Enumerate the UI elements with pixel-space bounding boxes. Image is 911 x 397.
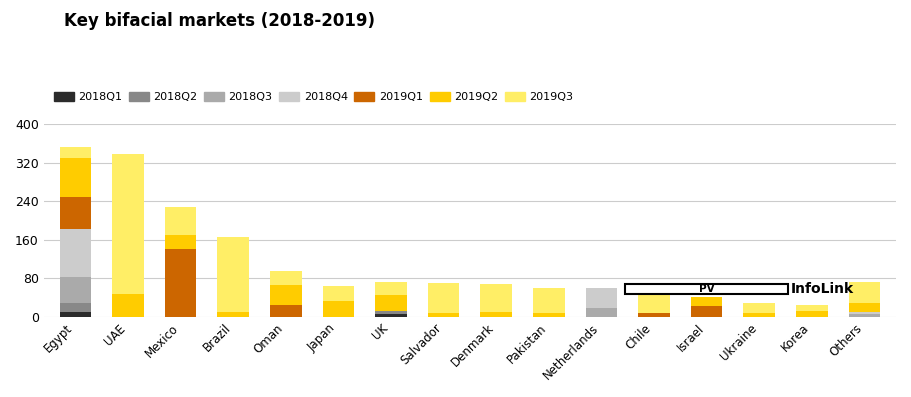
Bar	[270, 271, 302, 285]
Bar	[322, 301, 354, 317]
Bar	[533, 288, 565, 313]
Bar	[270, 305, 302, 317]
Bar	[270, 285, 302, 305]
Bar	[59, 277, 91, 303]
Bar	[743, 313, 775, 317]
Bar	[796, 311, 827, 317]
Bar	[480, 284, 512, 312]
Bar	[480, 312, 512, 317]
Bar	[59, 312, 91, 317]
Bar	[849, 282, 880, 303]
Bar	[218, 312, 249, 317]
Bar	[743, 303, 775, 313]
Bar	[428, 313, 459, 317]
Legend: 2018Q1, 2018Q2, 2018Q3, 2018Q4, 2019Q1, 2019Q2, 2019Q3: 2018Q1, 2018Q2, 2018Q3, 2018Q4, 2019Q1, …	[49, 87, 578, 107]
Bar	[375, 282, 406, 295]
Bar	[165, 249, 196, 317]
Bar	[59, 158, 91, 197]
Bar	[849, 314, 880, 317]
Bar	[375, 314, 406, 317]
Bar	[59, 197, 91, 229]
Bar	[691, 297, 722, 306]
Bar	[112, 294, 144, 317]
Text: InfoLink: InfoLink	[791, 282, 854, 296]
Bar	[375, 295, 406, 310]
Bar	[533, 313, 565, 317]
Bar	[218, 237, 249, 312]
FancyBboxPatch shape	[625, 283, 788, 294]
Bar	[691, 306, 722, 317]
Bar	[796, 305, 827, 311]
Bar	[165, 235, 196, 249]
Text: PV: PV	[699, 284, 714, 294]
Bar	[586, 308, 617, 317]
Bar	[59, 303, 91, 312]
Bar	[586, 288, 617, 308]
Bar	[428, 283, 459, 313]
Bar	[375, 310, 406, 314]
Bar	[849, 312, 880, 314]
Bar	[165, 207, 196, 235]
Bar	[112, 154, 144, 294]
Bar	[59, 147, 91, 158]
Text: Key bifacial markets (2018-2019): Key bifacial markets (2018-2019)	[64, 12, 374, 30]
Bar	[322, 286, 354, 301]
Bar	[639, 313, 670, 317]
Bar	[59, 229, 91, 277]
Bar	[849, 303, 880, 312]
Bar	[639, 293, 670, 313]
